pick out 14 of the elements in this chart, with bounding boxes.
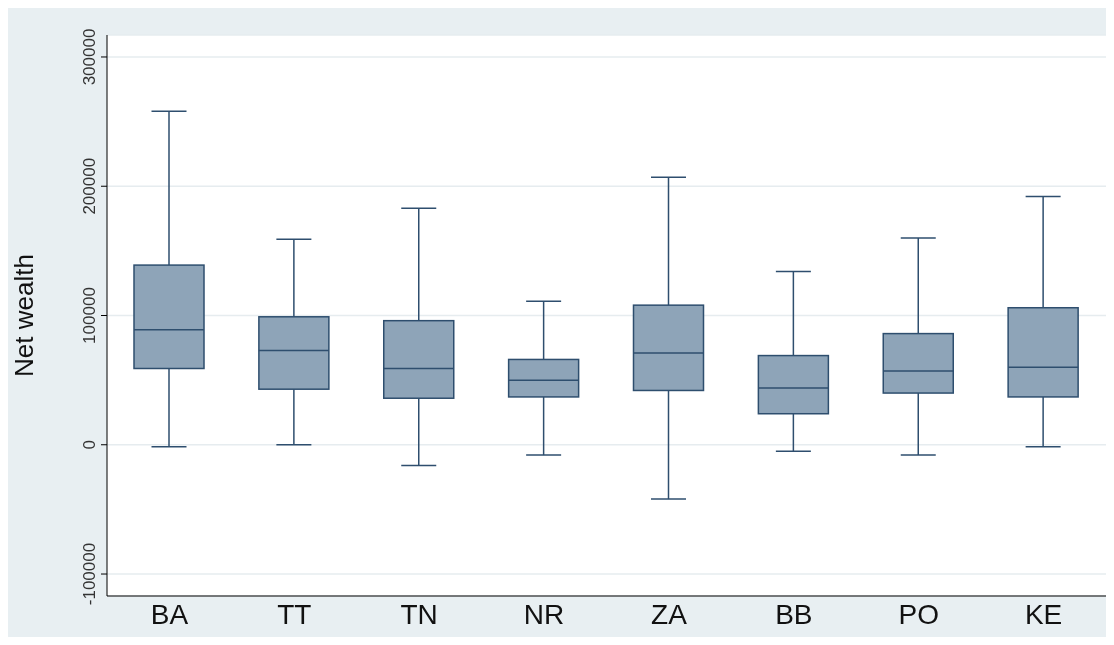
x-tick-label: BB [775, 598, 813, 630]
x-tick-label: KE [1024, 598, 1063, 630]
y-tick-label: 100000 [80, 287, 99, 344]
y-tick-label: -100000 [80, 542, 99, 606]
x-tick-label: ZA [651, 598, 688, 630]
y-axis-title: Net wealth [9, 254, 40, 377]
x-tick-label: TT [277, 598, 312, 630]
x-tick-label: PO [898, 598, 939, 630]
x-tick-label: BA [150, 598, 189, 630]
x-tick-label: TN [400, 598, 438, 630]
y-tick-label: 0 [80, 440, 99, 450]
y-tick-label: 200000 [80, 157, 99, 215]
y-tick-label: 300000 [80, 28, 99, 86]
x-tick-label: NR [523, 598, 565, 630]
